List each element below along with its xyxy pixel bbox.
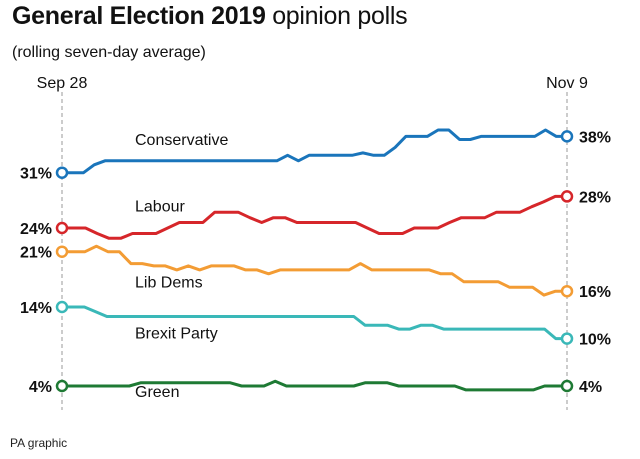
chart-title-light: opinion polls (265, 2, 408, 30)
start-point-conservative (55, 166, 69, 179)
end-value-label-labour: 28% (579, 189, 611, 206)
end-point-labour (560, 190, 574, 203)
start-point-brexit-party (55, 300, 69, 314)
x-end-label: Nov 9 (546, 75, 588, 92)
series-line-labour (62, 194, 567, 240)
series-layer: 31% 38% Conservative 24% 28% Labour 21% 16% Lib … (20, 128, 611, 401)
end-point-lib-dems (560, 284, 574, 298)
start-point-labour (55, 221, 69, 235)
end-value-label-green: 4% (579, 379, 602, 396)
start-value-label-brexit-party: 14% (20, 300, 52, 317)
source-credit: PA graphic (10, 436, 68, 450)
end-value-label-brexit-party: 10% (579, 332, 611, 349)
series-name-label-brexit-party: Brexit Party (135, 325, 218, 342)
x-start-label: Sep 28 (37, 75, 88, 92)
end-point-conservative (560, 130, 574, 143)
end-point-green (560, 379, 574, 393)
series-name-label-lib-dems: Lib Dems (135, 275, 203, 292)
chart-subtitle: (rolling seven-day average) (12, 44, 206, 61)
chart-title-bold: General Election 2019 (12, 2, 266, 30)
start-value-label-lib-dems: 21% (20, 245, 52, 262)
start-value-label-labour: 24% (20, 221, 52, 238)
series-name-label-green: Green (135, 384, 179, 401)
series-line-conservative (62, 128, 567, 175)
start-point-lib-dems (55, 245, 69, 258)
series-line-brexit-party (62, 305, 567, 341)
chart-title: General Election 2019 opinion polls (12, 2, 408, 31)
start-point-green (55, 379, 69, 393)
series-name-label-labour: Labour (135, 199, 185, 216)
series-line-green (62, 379, 567, 392)
end-point-brexit-party (560, 332, 574, 345)
start-value-label-green: 4% (29, 379, 52, 396)
series-name-label-conservative: Conservative (135, 132, 228, 149)
start-value-label-conservative: 31% (20, 166, 52, 183)
end-value-label-conservative: 38% (579, 129, 611, 146)
series-line-lib-dems (62, 244, 567, 297)
end-value-label-lib-dems: 16% (579, 284, 611, 301)
